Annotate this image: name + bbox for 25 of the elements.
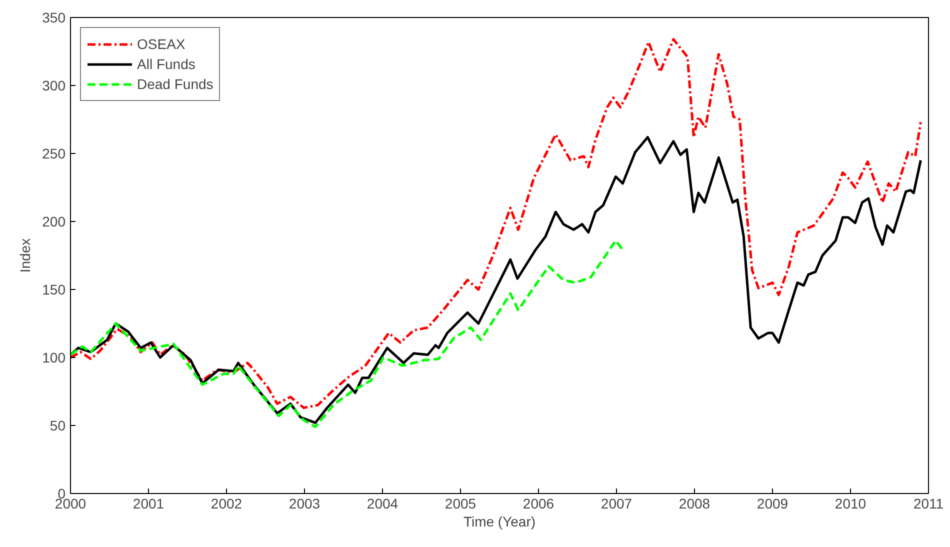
x-tick-label: 2009: [756, 496, 788, 512]
x-tick-label: 2001: [132, 496, 164, 512]
line-series: [70, 38, 922, 410]
x-tick-label: 2011: [913, 496, 944, 512]
y-tick-label: 50: [50, 418, 66, 434]
x-tick-label: 2006: [522, 496, 554, 512]
line-series: [70, 239, 624, 428]
x-tick-label: 2003: [288, 496, 320, 512]
y-axis-title: Index: [17, 238, 34, 273]
legend-label: All Funds: [137, 56, 196, 72]
x-tick-label: 2002: [210, 496, 242, 512]
legend-label: Dead Funds: [137, 76, 214, 92]
y-tick-label: 100: [42, 350, 66, 366]
x-tick-label: 2005: [444, 496, 476, 512]
x-tick-label: 2007: [600, 496, 632, 512]
y-tick-label: 200: [42, 214, 66, 230]
y-tick-label: 250: [42, 146, 66, 162]
legend-label: OSEAX: [137, 36, 186, 52]
y-tick-label: 350: [42, 10, 66, 26]
x-tick-label: 2008: [678, 496, 710, 512]
y-tick-label: 150: [42, 282, 66, 298]
y-tick-label: 300: [42, 78, 66, 94]
x-axis-title: Time (Year): [463, 514, 536, 530]
x-tick-label: 2010: [834, 496, 866, 512]
x-tick-label: 2004: [366, 496, 398, 512]
